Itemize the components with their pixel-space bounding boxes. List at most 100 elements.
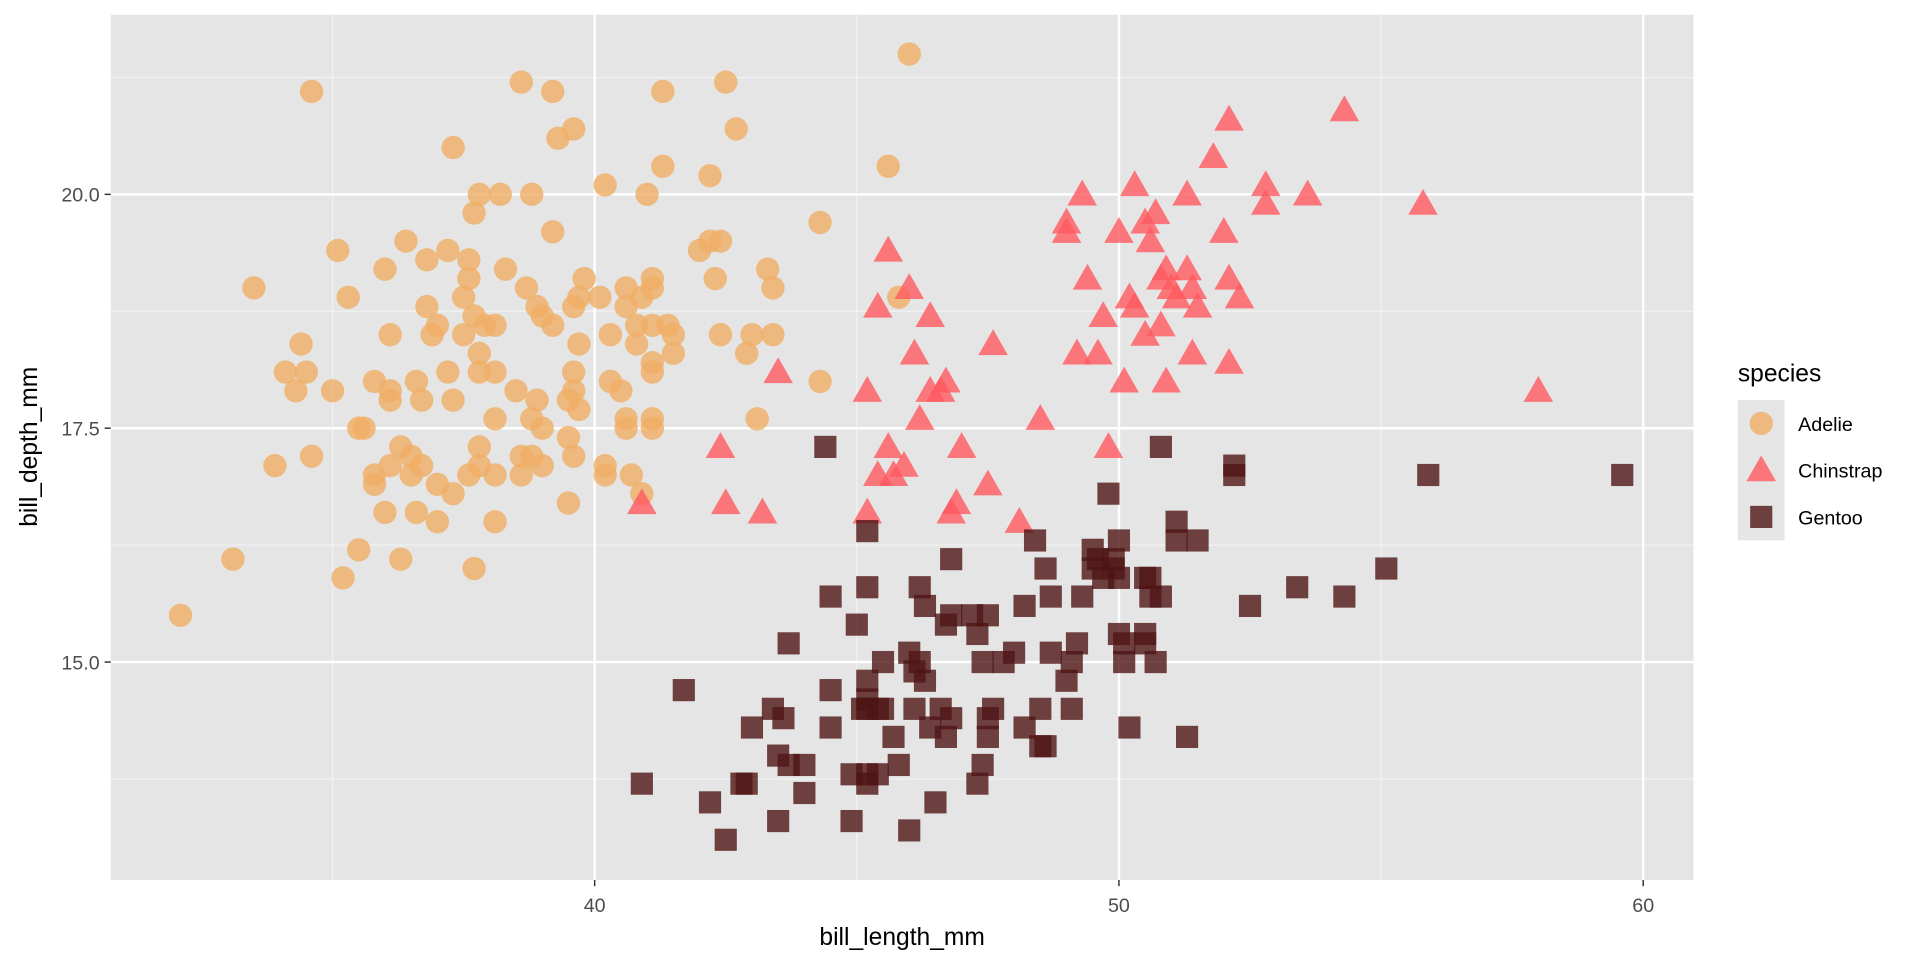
adelie-point	[651, 154, 675, 178]
adelie-point	[567, 397, 591, 422]
adelie-point	[441, 481, 465, 506]
adelie-point	[320, 379, 345, 403]
chinstrap-point	[1140, 198, 1171, 225]
gentoo-point	[976, 725, 999, 748]
gentoo-point	[1013, 716, 1036, 739]
legend-label-gentoo: Gentoo	[1798, 507, 1863, 529]
adelie-point	[640, 351, 665, 375]
adelie-point	[761, 322, 785, 347]
chinstrap-point	[1104, 217, 1134, 243]
chinstrap-point	[1209, 217, 1239, 243]
chinstrap-point	[1292, 179, 1323, 206]
adelie-point	[541, 220, 565, 244]
gentoo-point	[971, 753, 994, 777]
panel-background	[110, 14, 1694, 881]
gentoo-point	[1134, 632, 1157, 655]
chinstrap-point	[978, 329, 1008, 356]
adelie-point	[745, 407, 769, 431]
chinstrap-point	[1408, 188, 1438, 215]
chinstrap-point	[873, 235, 904, 262]
adelie-point	[698, 163, 722, 188]
chinstrap-point	[1224, 282, 1255, 309]
gentoo-point	[866, 763, 889, 786]
gentoo-point	[740, 716, 764, 739]
gentoo-point	[966, 772, 989, 795]
chinstrap-point	[1025, 404, 1056, 430]
adelie-point	[562, 294, 586, 319]
adelie-point	[462, 201, 486, 225]
adelie-point	[483, 510, 507, 534]
chinstrap-point	[747, 497, 778, 524]
gentoo-point	[1149, 585, 1172, 608]
adelie-point	[488, 182, 512, 207]
data-points	[168, 42, 1634, 851]
legend-title: species	[1738, 361, 1821, 388]
adelie-point	[593, 463, 617, 487]
adelie-point	[326, 238, 350, 263]
adelie-point	[415, 294, 439, 319]
gentoo-point	[1333, 585, 1356, 608]
adelie-point	[530, 416, 554, 440]
adelie-point	[614, 416, 638, 440]
gentoo-point	[1238, 594, 1262, 618]
adelie-point	[661, 322, 686, 347]
gentoo-point	[630, 772, 653, 795]
gentoo-point	[908, 650, 931, 674]
chinstrap-point	[1161, 282, 1192, 309]
gentoo-point	[819, 585, 842, 608]
chinstrap-point	[1004, 506, 1035, 533]
legend: species Adelie Chinstrap Gentoo	[1738, 361, 1882, 541]
gentoo-point	[1186, 529, 1209, 552]
adelie-point	[483, 407, 507, 431]
x-tick-label: 50	[1108, 895, 1130, 917]
y-tick-label: 17.5	[61, 419, 99, 441]
gentoo-point	[856, 576, 879, 599]
gentoo-point	[1611, 463, 1634, 487]
adelie-point	[483, 313, 507, 338]
adelie-point	[714, 70, 738, 94]
chinstrap-point	[1051, 217, 1082, 243]
adelie-point	[483, 360, 507, 384]
adelie-point	[556, 491, 581, 515]
chinstrap-point	[1329, 95, 1360, 122]
gentoo-point	[772, 707, 795, 730]
x-axis-title: bill_length_mm	[819, 924, 985, 951]
chinstrap-point	[1146, 310, 1176, 337]
x-tick-label: 40	[584, 895, 606, 917]
adelie-point	[242, 276, 266, 300]
gentoo-point	[1223, 463, 1246, 487]
chinstrap-point	[941, 488, 972, 515]
chinstrap-point	[1109, 366, 1139, 393]
adelie-point	[467, 182, 492, 207]
adelie-point	[562, 444, 586, 468]
adelie-point	[168, 603, 193, 627]
adelie-point	[520, 182, 544, 207]
adelie-point	[373, 257, 397, 281]
gentoo-point	[735, 772, 758, 795]
chinstrap-point	[915, 301, 945, 328]
adelie-point	[462, 556, 486, 581]
adelie-point	[436, 238, 460, 263]
adelie-point	[567, 332, 591, 356]
adelie-point	[651, 79, 675, 104]
adelie-point	[640, 266, 665, 291]
adelie-point	[299, 79, 324, 104]
gentoo-point	[871, 650, 895, 674]
gentoo-point	[819, 716, 842, 739]
axes: 40 50 60 15.0 17.5 20.0	[61, 185, 1654, 917]
chinstrap-point	[1182, 291, 1213, 318]
gentoo-point	[913, 594, 937, 618]
gentoo-point	[1034, 557, 1057, 580]
adelie-point	[284, 379, 308, 403]
adelie-point	[378, 388, 402, 412]
y-axis-title: bill_depth_mm	[16, 367, 43, 527]
adelie-point	[708, 229, 733, 253]
chinstrap-point	[973, 469, 1003, 496]
adelie-point	[467, 435, 492, 459]
gentoo-point	[1107, 566, 1131, 589]
chinstrap-point	[1130, 319, 1160, 346]
adelie-point	[703, 266, 727, 291]
gentoo-point	[1039, 641, 1062, 664]
gentoo-point	[856, 520, 879, 543]
legend-label-adelie: Adelie	[1798, 414, 1853, 436]
